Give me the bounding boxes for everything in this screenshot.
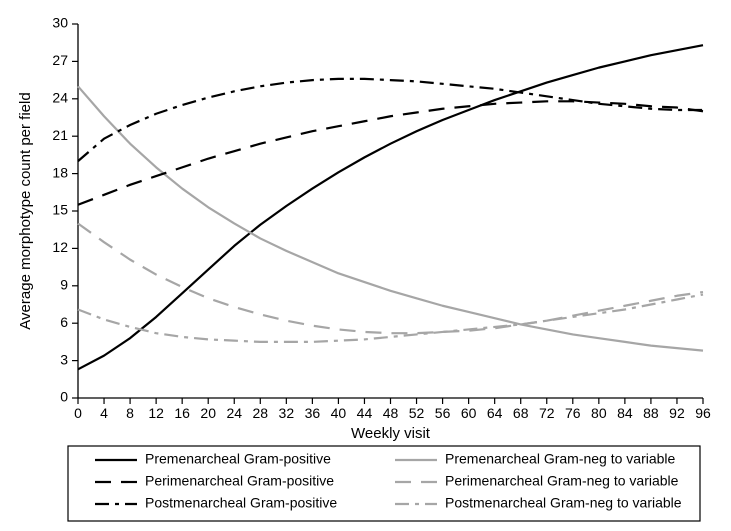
chart-container: 0369121518212427300481216202428323640444… [0,0,731,531]
y-tick-label: 24 [52,90,68,106]
y-tick-label: 12 [52,239,68,255]
x-tick-label: 96 [695,405,711,421]
x-tick-label: 0 [74,405,82,421]
y-tick-label: 0 [60,389,68,405]
legend-label: Premenarcheal Gram-neg to variable [445,451,676,467]
x-tick-label: 88 [643,405,659,421]
y-tick-label: 9 [60,277,68,293]
y-tick-label: 6 [60,314,68,330]
x-tick-label: 20 [200,405,216,421]
x-tick-label: 48 [383,405,399,421]
legend-label: Perimenarcheal Gram-neg to variable [445,473,679,489]
x-tick-label: 36 [305,405,321,421]
x-tick-label: 24 [226,405,242,421]
x-tick-label: 80 [591,405,607,421]
legend-label: Postmenarcheal Gram-neg to variable [445,495,682,511]
x-tick-label: 76 [565,405,581,421]
x-tick-label: 28 [253,405,269,421]
x-tick-label: 32 [279,405,295,421]
legend-label: Premenarcheal Gram-positive [145,451,331,467]
x-axis-label: Weekly visit [351,425,431,442]
x-tick-label: 44 [357,405,373,421]
y-tick-label: 27 [52,52,68,68]
legend-label: Postmenarcheal Gram-positive [145,495,337,511]
x-tick-label: 92 [669,405,685,421]
y-tick-label: 30 [52,15,68,31]
x-tick-label: 16 [174,405,190,421]
x-tick-label: 4 [100,405,108,421]
x-tick-label: 56 [435,405,451,421]
x-tick-label: 8 [126,405,134,421]
x-tick-label: 12 [148,405,164,421]
x-tick-label: 72 [539,405,555,421]
x-tick-label: 64 [487,405,503,421]
y-tick-label: 3 [60,351,68,367]
y-axis-label: Average morphotype count per field [17,92,34,329]
y-tick-label: 18 [52,164,68,180]
y-tick-label: 15 [52,202,68,218]
x-tick-label: 84 [617,405,633,421]
x-tick-label: 68 [513,405,529,421]
x-tick-label: 60 [461,405,477,421]
y-tick-label: 21 [52,127,68,143]
line-chart: 0369121518212427300481216202428323640444… [0,0,731,531]
x-tick-label: 40 [331,405,347,421]
x-tick-label: 52 [409,405,425,421]
legend-label: Perimenarcheal Gram-positive [145,473,334,489]
